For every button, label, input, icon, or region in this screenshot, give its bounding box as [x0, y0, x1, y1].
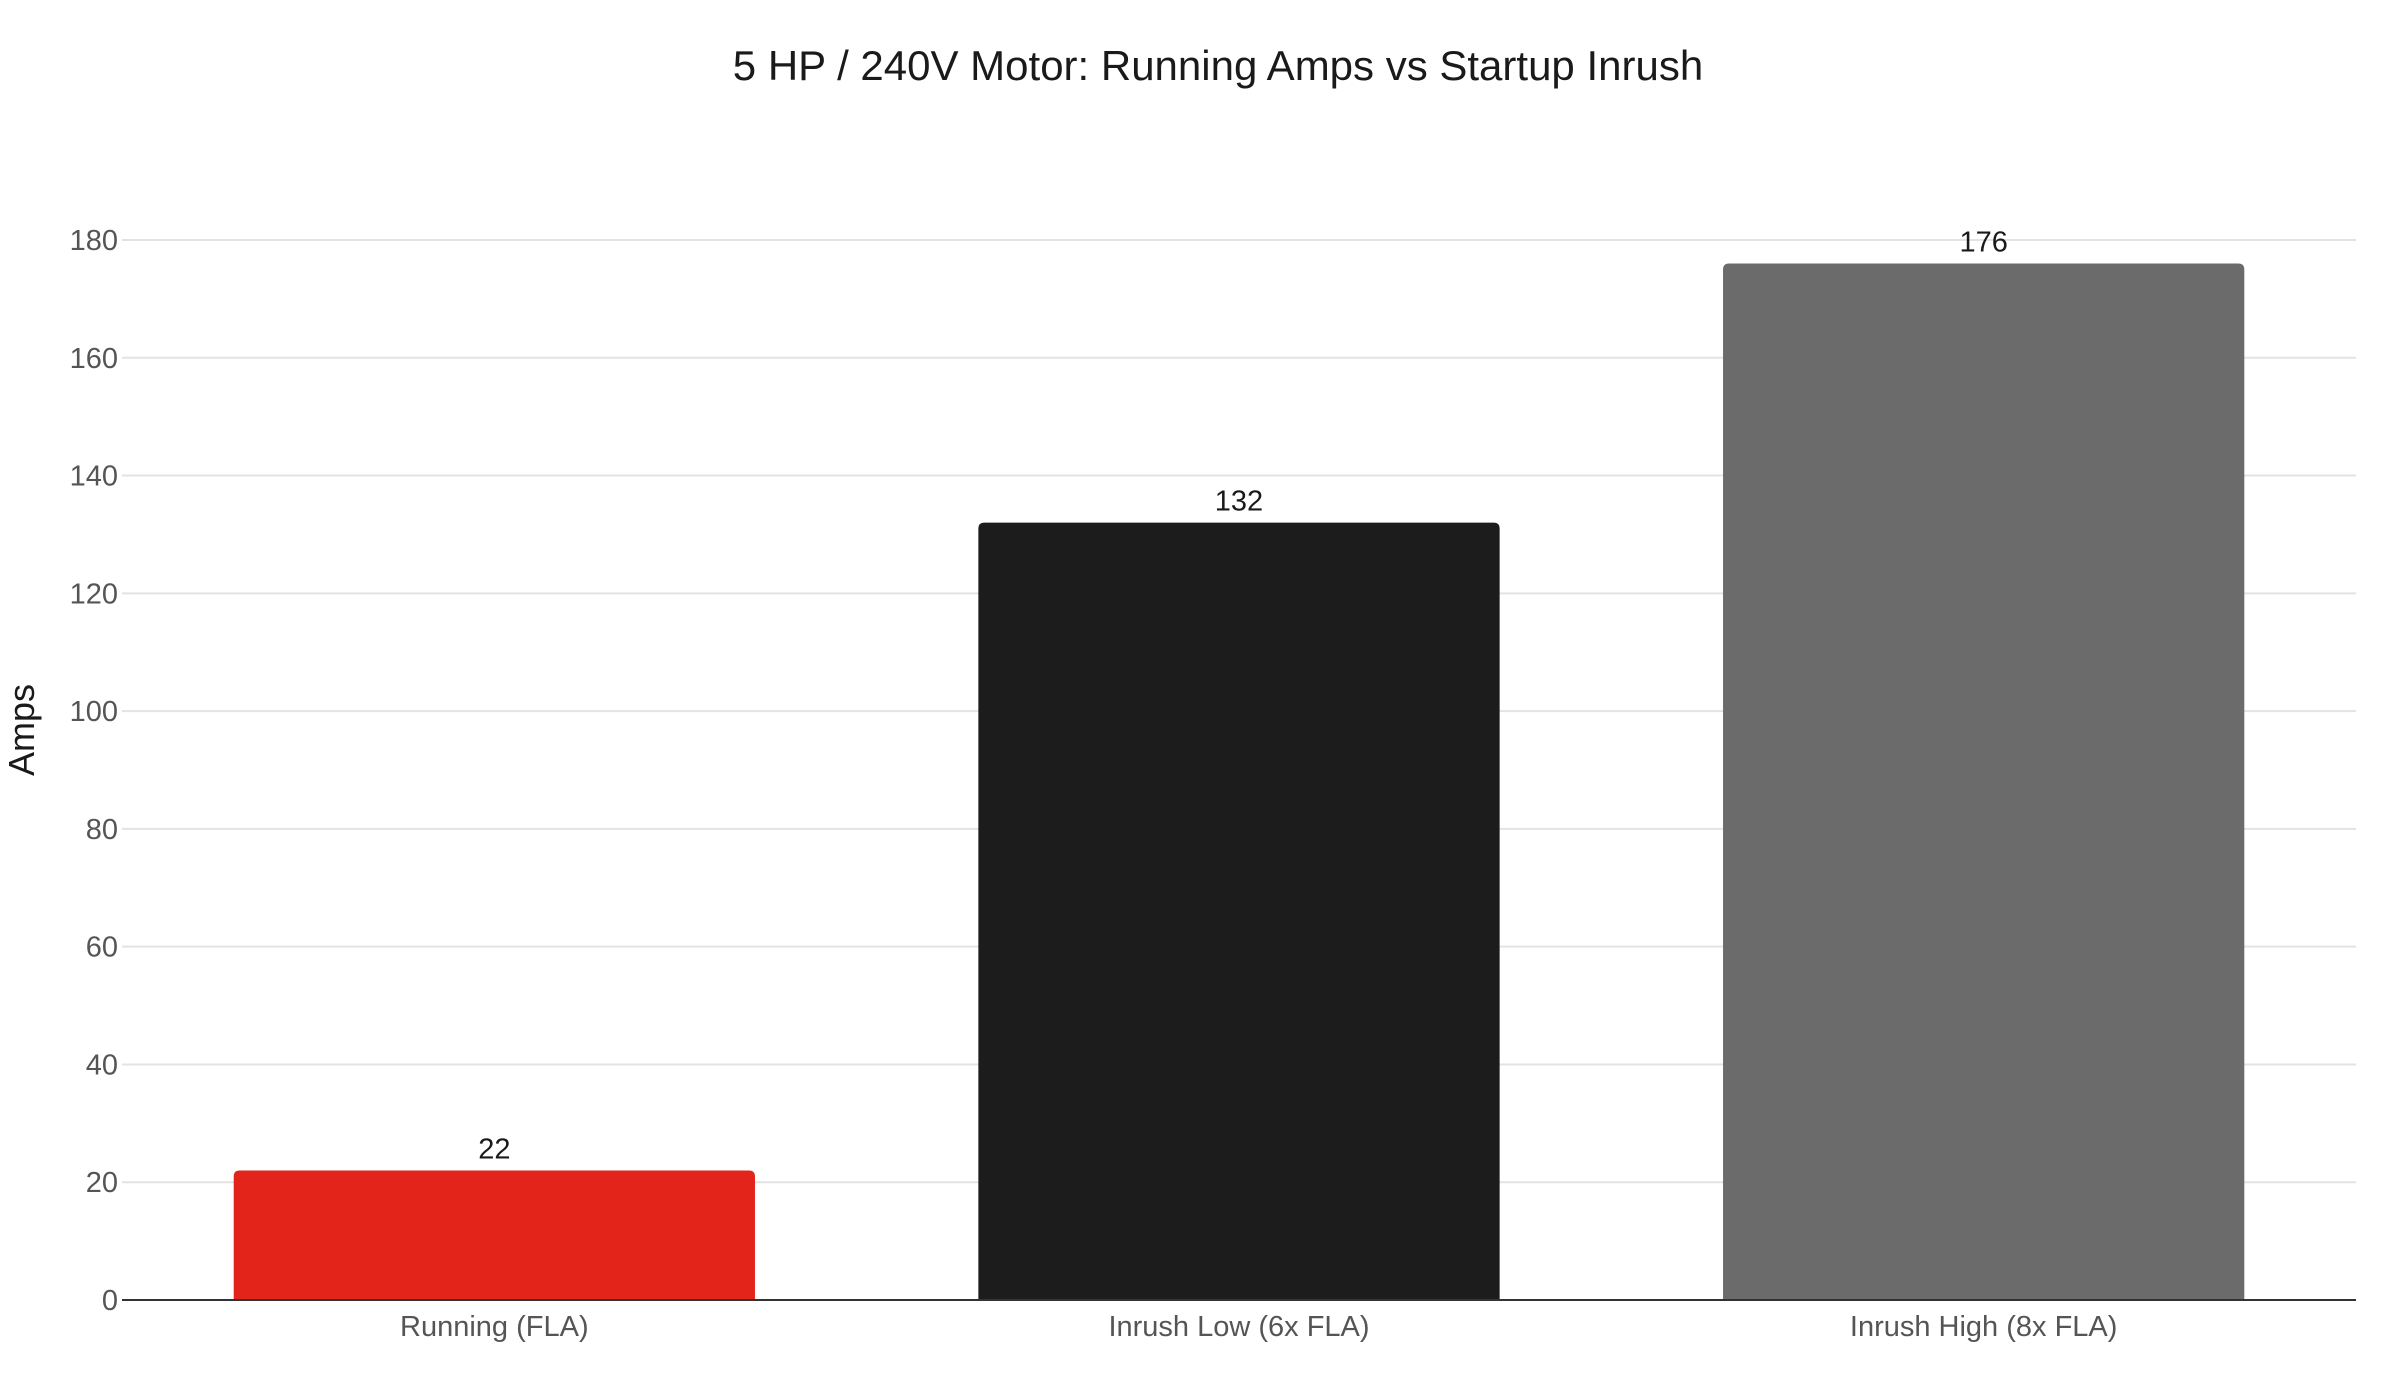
chart-title: 5 HP / 240V Motor: Running Amps vs Start… — [733, 42, 1703, 89]
x-tick-label: Inrush High (8x FLA) — [1850, 1311, 2118, 1343]
y-tick-label: 20 — [86, 1167, 118, 1199]
y-tick-label: 80 — [86, 814, 118, 846]
x-axis-ticks: Running (FLA) Inrush Low (6x FLA) Inrush H… — [400, 1311, 2117, 1343]
x-tick-label: Running (FLA) — [400, 1311, 589, 1343]
y-tick-label: 60 — [86, 932, 118, 964]
x-tick-label: Inrush Low (6x FLA) — [1108, 1311, 1369, 1343]
data-labels: 22 132 176 — [478, 227, 2008, 1166]
data-label: 176 — [1959, 227, 2007, 259]
y-tick-label: 140 — [70, 461, 118, 493]
y-tick-label: 160 — [70, 343, 118, 375]
y-tick-label: 180 — [70, 225, 118, 257]
y-axis-label: Amps — [1, 684, 42, 776]
bar-3 — [1723, 263, 2245, 1300]
data-label: 22 — [478, 1133, 510, 1165]
y-tick-label: 40 — [86, 1049, 118, 1081]
data-label: 132 — [1215, 486, 1263, 518]
y-tick-label: 120 — [70, 578, 118, 610]
y-tick-label: 0 — [102, 1285, 118, 1317]
bar-2 — [978, 522, 1500, 1300]
y-tick-label: 100 — [70, 696, 118, 728]
bar-1 — [233, 1170, 755, 1300]
bars — [233, 263, 2245, 1300]
y-axis-ticks: 0 20 40 60 80 100 120 140 160 180 — [70, 225, 118, 1317]
